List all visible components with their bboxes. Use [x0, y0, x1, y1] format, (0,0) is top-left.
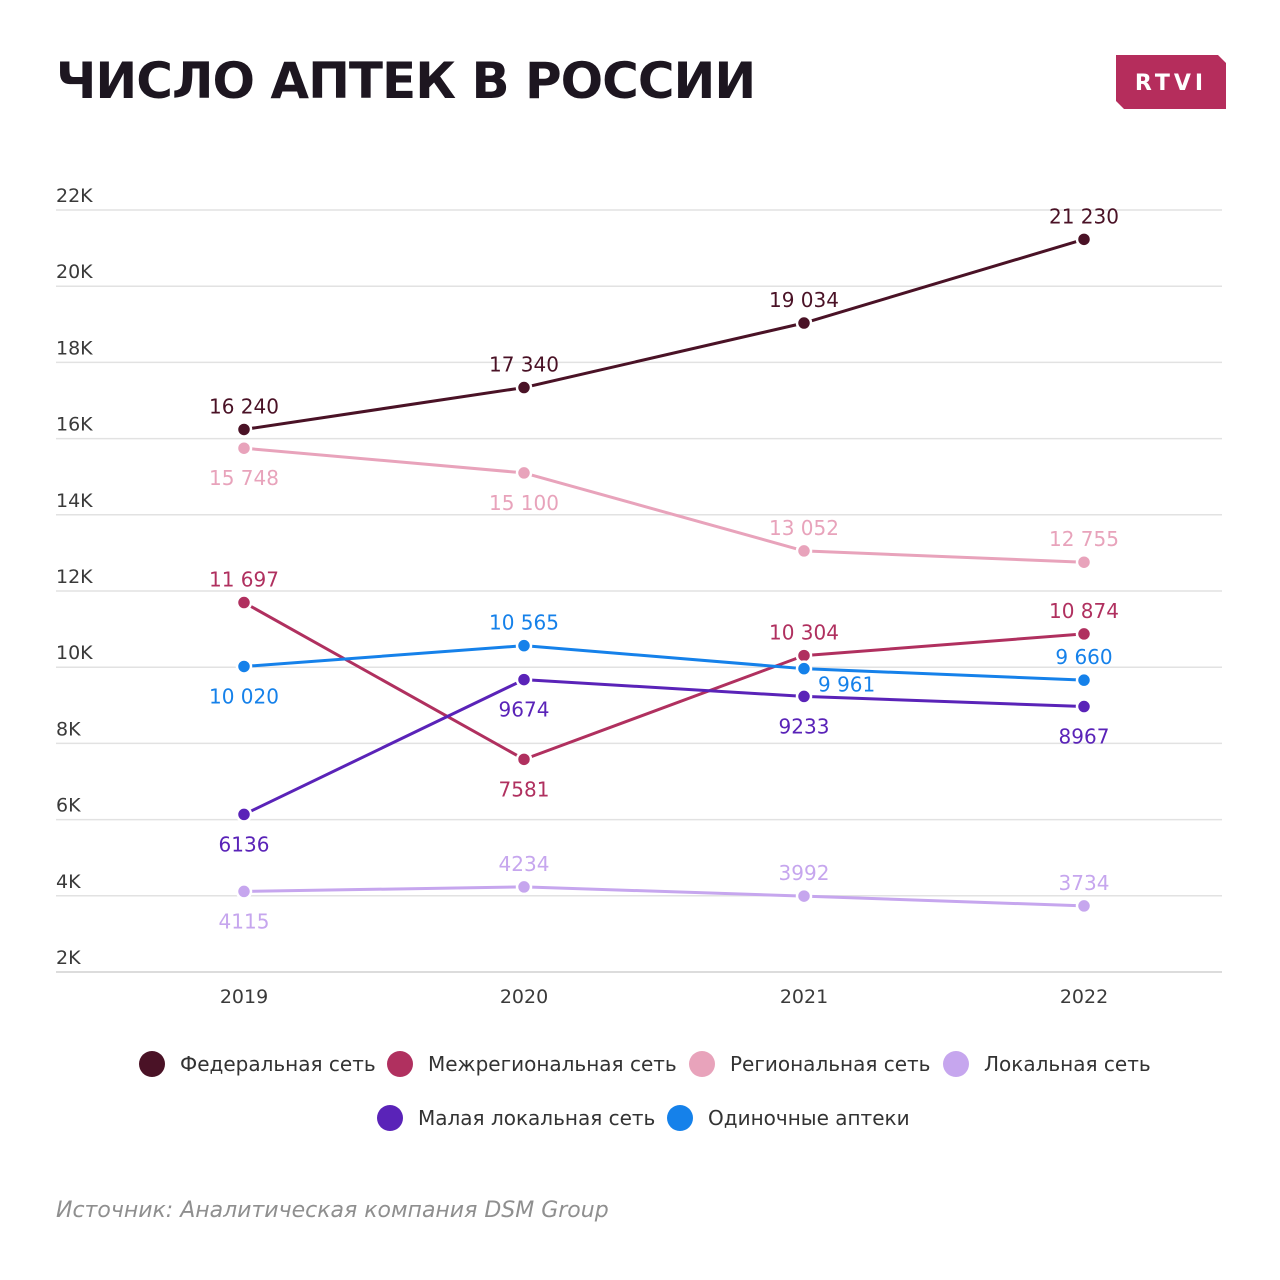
data-label: 3992 — [779, 861, 830, 885]
data-label: 16 240 — [209, 394, 279, 418]
x-tick-label: 2019 — [220, 986, 268, 1008]
series-line — [243, 446, 1085, 564]
data-point — [515, 671, 533, 688]
legend-marker — [689, 1051, 715, 1077]
line-chart: 2K 4K 6K 8K 10K 12K 14K 16K 18K 20K 22K 2019 2020 202… — [56, 185, 1222, 1131]
x-tick-label: 2021 — [780, 986, 828, 1008]
data-point — [515, 379, 533, 396]
y-tick-label: 12K — [56, 566, 93, 588]
data-label: 8967 — [1059, 725, 1110, 749]
legend-marker — [667, 1105, 693, 1131]
legend-label: Одиночные аптеки — [708, 1106, 910, 1130]
data-point — [235, 658, 253, 675]
data-point — [1075, 625, 1093, 643]
data-point — [235, 806, 253, 823]
data-label: 7581 — [499, 777, 550, 801]
data-label: 10 020 — [209, 684, 279, 708]
data-label: 10 304 — [769, 621, 839, 645]
data-point — [515, 637, 533, 654]
data-point — [515, 751, 533, 768]
legend-marker — [943, 1051, 969, 1077]
y-tick-label: 20K — [56, 261, 93, 283]
data-label: 21 230 — [1049, 204, 1119, 228]
data-point — [515, 464, 533, 482]
x-tick-label: 2022 — [1060, 986, 1108, 1008]
data-point — [515, 878, 533, 896]
data-label: 19 034 — [769, 288, 839, 312]
data-label: 9674 — [499, 698, 550, 722]
data-label: 3734 — [1059, 871, 1110, 895]
data-label: 9 961 — [818, 673, 875, 697]
logo-background — [1116, 55, 1226, 109]
rtvi-logo: RTVI — [1116, 55, 1226, 109]
data-label: 9 660 — [1055, 645, 1112, 669]
page-title: ЧИСЛО АПТЕК В РОССИИ — [56, 52, 756, 110]
legend-marker — [139, 1051, 165, 1077]
y-tick-label: 16K — [56, 414, 93, 436]
legend-label: Межрегиональная сеть — [428, 1052, 677, 1076]
data-label: 9233 — [779, 714, 830, 738]
data-label: 11 697 — [209, 568, 279, 592]
source-note: Источник: Аналитическая компания DSM Gro… — [56, 1198, 609, 1223]
data-point — [795, 314, 813, 332]
logo-text: RTVI — [1135, 71, 1207, 96]
data-point — [1075, 698, 1093, 715]
data-label: 4115 — [219, 909, 270, 933]
series-line — [243, 601, 1085, 761]
data-point — [795, 542, 813, 560]
series-line — [243, 644, 1085, 682]
y-tick-label: 4K — [56, 871, 81, 893]
data-label: 4234 — [499, 852, 550, 876]
legend-label: Региональная сеть — [730, 1052, 930, 1076]
data-label: 10 874 — [1049, 599, 1119, 623]
series-line — [243, 678, 1085, 816]
legend-label: Малая локальная сеть — [418, 1106, 655, 1130]
legend-label: Федеральная сеть — [180, 1052, 376, 1076]
series-line — [243, 237, 1085, 431]
y-tick-label: 10K — [56, 642, 93, 664]
legend-marker — [377, 1105, 403, 1131]
data-point — [795, 688, 813, 705]
data-point — [1075, 671, 1093, 689]
data-point — [795, 660, 813, 677]
data-point — [235, 439, 253, 457]
legend-marker — [387, 1051, 413, 1077]
series-line — [243, 885, 1085, 908]
data-label: 12 755 — [1049, 527, 1119, 551]
data-point — [1075, 231, 1093, 248]
data-label: 17 340 — [489, 353, 559, 377]
y-tick-label: 6K — [56, 795, 81, 817]
y-tick-label: 2K — [56, 947, 81, 969]
data-point — [235, 421, 253, 438]
data-point — [1075, 897, 1093, 915]
data-point — [235, 594, 253, 611]
y-tick-label: 14K — [56, 490, 93, 512]
data-point — [235, 883, 253, 900]
y-tick-label: 8K — [56, 718, 81, 740]
legend-label: Локальная сеть — [984, 1052, 1151, 1076]
y-tick-label: 22K — [56, 185, 93, 207]
data-label: 10 565 — [489, 611, 559, 635]
data-point — [795, 887, 813, 905]
data-label: 15 100 — [489, 491, 559, 515]
data-point — [1075, 553, 1093, 571]
data-label: 6136 — [219, 832, 270, 856]
data-label: 13 052 — [769, 516, 839, 540]
y-tick-label: 18K — [56, 337, 93, 359]
data-label: 15 748 — [209, 466, 279, 490]
x-tick-label: 2020 — [500, 986, 548, 1008]
